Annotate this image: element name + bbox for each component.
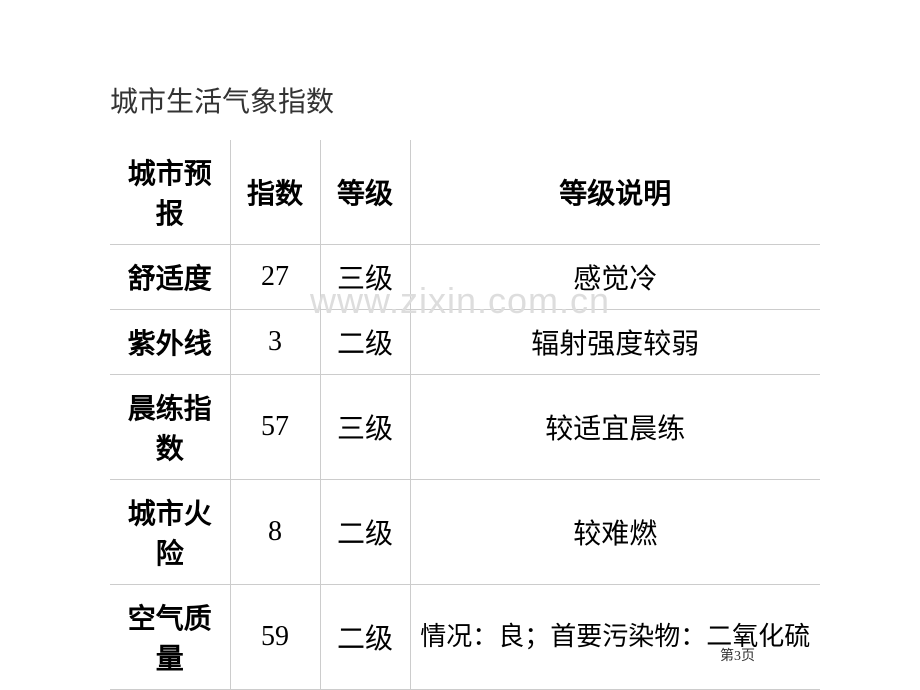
cell-index: 3 xyxy=(230,310,320,375)
cell-description: 情况：良；首要污染物：二氧化硫 xyxy=(410,585,820,690)
header-index: 指数 xyxy=(230,140,320,245)
weather-index-table: 城市预报 指数 等级 等级说明 舒适度 27 三级 感觉冷 紫外线 3 二级 辐… xyxy=(110,140,820,690)
table-row: 晨练指数 57 三级 较适宜晨练 xyxy=(110,375,820,480)
table-row: 空气质量 59 二级 情况：良；首要污染物：二氧化硫 xyxy=(110,585,820,690)
cell-description: 感觉冷 xyxy=(410,245,820,310)
cell-description: 辐射强度较弱 xyxy=(410,310,820,375)
cell-forecast: 紫外线 xyxy=(110,310,230,375)
content-area: 城市生活气象指数 城市预报 指数 等级 等级说明 舒适度 27 三级 感觉冷 紫… xyxy=(0,0,920,690)
page-title: 城市生活气象指数 xyxy=(110,80,820,120)
table-row: 舒适度 27 三级 感觉冷 xyxy=(110,245,820,310)
cell-forecast: 城市火险 xyxy=(110,480,230,585)
cell-index: 8 xyxy=(230,480,320,585)
header-forecast: 城市预报 xyxy=(110,140,230,245)
cell-forecast: 晨练指数 xyxy=(110,375,230,480)
cell-index: 59 xyxy=(230,585,320,690)
cell-grade: 二级 xyxy=(320,480,410,585)
cell-index: 27 xyxy=(230,245,320,310)
cell-grade: 二级 xyxy=(320,310,410,375)
cell-grade: 二级 xyxy=(320,585,410,690)
header-description: 等级说明 xyxy=(410,140,820,245)
cell-description: 较难燃 xyxy=(410,480,820,585)
page-number: 第3页 xyxy=(720,645,755,665)
cell-forecast: 舒适度 xyxy=(110,245,230,310)
cell-grade: 三级 xyxy=(320,375,410,480)
table-header-row: 城市预报 指数 等级 等级说明 xyxy=(110,140,820,245)
cell-forecast: 空气质量 xyxy=(110,585,230,690)
cell-description: 较适宜晨练 xyxy=(410,375,820,480)
cell-index: 57 xyxy=(230,375,320,480)
table-row: 城市火险 8 二级 较难燃 xyxy=(110,480,820,585)
header-grade: 等级 xyxy=(320,140,410,245)
cell-grade: 三级 xyxy=(320,245,410,310)
table-row: 紫外线 3 二级 辐射强度较弱 xyxy=(110,310,820,375)
